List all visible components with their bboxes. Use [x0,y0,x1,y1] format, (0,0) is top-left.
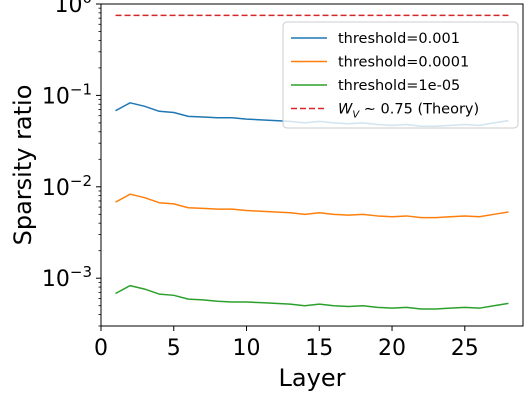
legend-entry-label: threshold=1e-05 [338,78,460,94]
x-tick-label: 10 [233,336,261,361]
x-tick-label: 20 [378,336,406,361]
legend: threshold=0.001 threshold=0.0001 threshold… [282,21,519,129]
axis-ticks: 0 5 10 15 20 25 10−3 10−2 10−1 100 [42,0,479,361]
x-tick-label: 15 [305,336,333,361]
plot-frame [100,3,524,327]
x-tick-label: 0 [94,336,108,361]
legend-entry-label: threshold=0.001 [338,31,460,47]
y-tick-label: 100 [54,0,92,18]
x-axis-label: Layer [279,364,346,392]
legend-box [282,21,519,129]
y-axis-label: Sparsity ratio [9,85,37,246]
legend-entry-label: WV ∼ 0.75 (Theory) [338,102,479,121]
legend-entry-label: threshold=0.0001 [338,55,469,71]
x-tick-label: 5 [167,336,181,361]
x-tick-label: 25 [451,336,479,361]
series-line-2 [115,193,509,219]
y-tick-label: 10−1 [42,80,92,109]
series-line-3 [115,284,509,310]
y-tick-label: 10−3 [42,263,92,292]
y-tick-label: 10−2 [42,172,92,201]
